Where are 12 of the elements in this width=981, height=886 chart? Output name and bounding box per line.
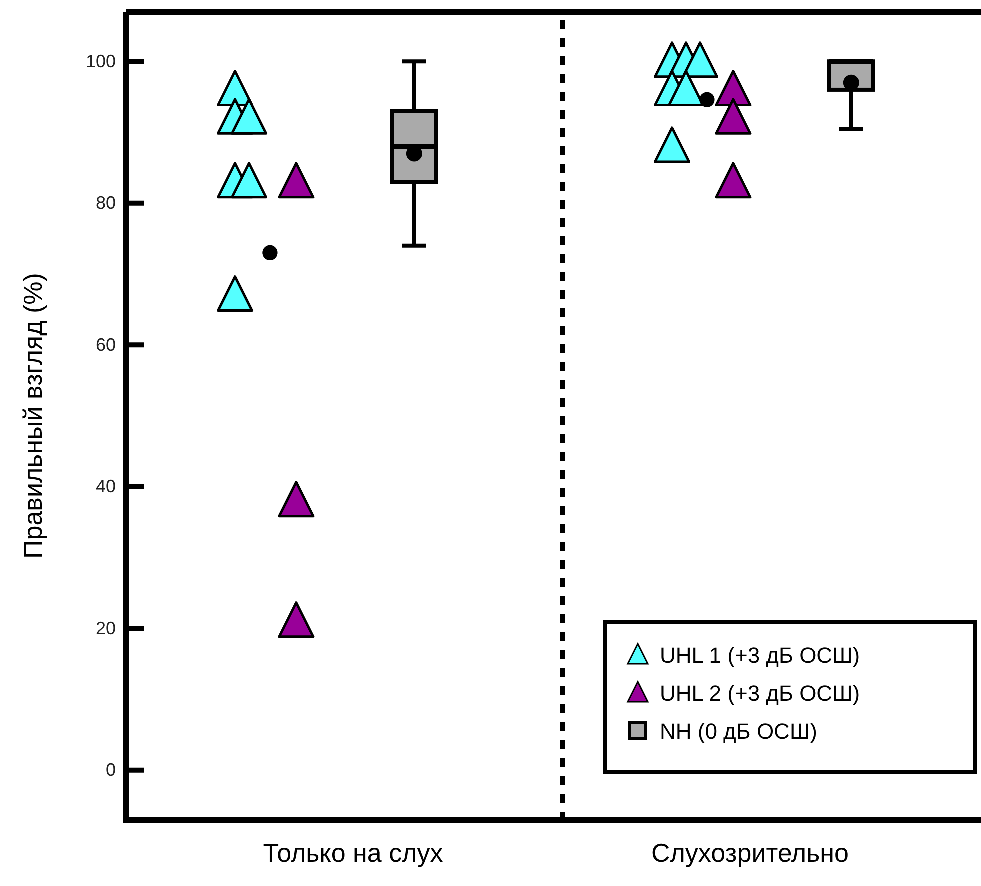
y-tick-label: 20 — [96, 618, 116, 638]
y-tick-label: 60 — [96, 334, 116, 355]
legend-label: NH (0 дБ ОСШ) — [660, 719, 818, 744]
y-tick-label: 40 — [96, 476, 116, 497]
y-axis-title: Правильный взгляд (%) — [18, 273, 48, 559]
legend-label: UHL 1 (+3 дБ ОСШ) — [660, 643, 860, 668]
y-tick-label: 80 — [96, 193, 116, 214]
legend-label: UHL 2 (+3 дБ ОСШ) — [660, 681, 860, 706]
x-tick-label: Только на слух — [263, 838, 444, 868]
y-tick-label: 0 — [106, 760, 116, 780]
y-tick-label: 100 — [86, 51, 116, 72]
x-tick-label: Слухозрительно — [652, 838, 849, 868]
